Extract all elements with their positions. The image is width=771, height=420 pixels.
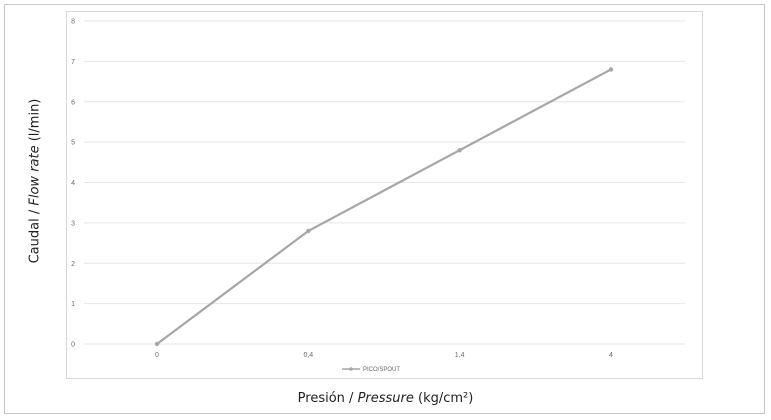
- x-axis-label: Presión / Pressure (kg/cm²): [0, 391, 771, 406]
- y-axis-label-main: Caudal: [27, 218, 43, 264]
- x-axis-label-unit: (kg/cm²): [413, 391, 474, 406]
- x-tick-label: 1,4: [455, 352, 465, 359]
- series-line-0: [156, 68, 612, 345]
- x-tick-label: 4: [609, 352, 613, 359]
- data-point: [154, 341, 160, 347]
- figure-frame: [4, 4, 765, 414]
- legend-label: PICO/SPOUT: [363, 367, 400, 373]
- y-axis-label-unit: (l/min): [27, 98, 43, 146]
- y-tick-label: 3: [71, 220, 75, 227]
- data-point: [457, 148, 462, 153]
- x-axis-label-sep: /: [344, 391, 358, 406]
- chart-area-frame: [66, 11, 703, 379]
- y-tick-label: 7: [71, 59, 75, 66]
- data-point: [608, 67, 614, 72]
- x-axis-label-main: Presión: [297, 391, 345, 406]
- data-point: [306, 228, 311, 234]
- y-axis-label-alt: Flow rate: [27, 145, 43, 206]
- legend-marker-icon: [349, 367, 353, 371]
- y-tick-label: 4: [71, 180, 75, 187]
- x-tick-label: 0: [155, 352, 159, 359]
- y-tick-label: 0: [71, 342, 75, 349]
- y-tick-label: 5: [71, 140, 75, 147]
- y-tick-label: 2: [71, 261, 75, 268]
- y-tick-label: 6: [71, 99, 75, 106]
- y-tick-label: 1: [71, 301, 75, 308]
- x-axis-label-alt: Pressure: [357, 391, 414, 406]
- y-tick-label: 8: [71, 19, 75, 26]
- x-tick-label: 0,4: [303, 352, 313, 359]
- y-axis-label-sep: /: [27, 205, 43, 219]
